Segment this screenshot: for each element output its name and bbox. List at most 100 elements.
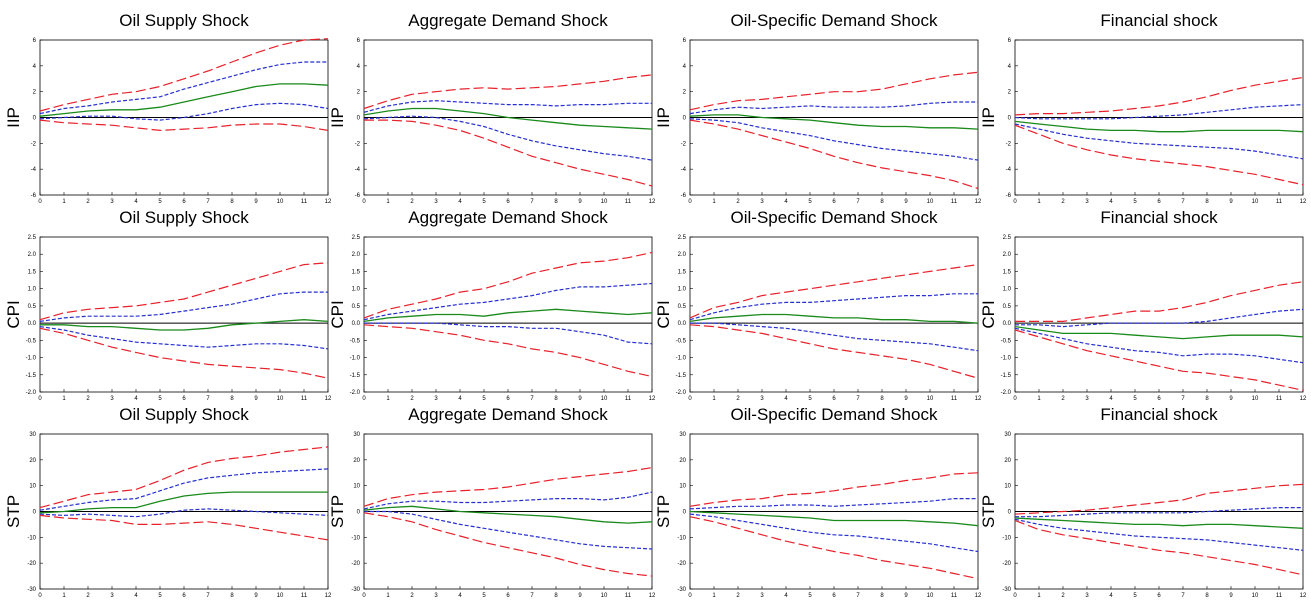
- y-tick-label: 2.5: [28, 235, 37, 241]
- y-tick-label: 2.0: [678, 252, 687, 258]
- y-tick-label: 2.5: [678, 235, 687, 241]
- y-tick-label: 0.5: [1003, 304, 1012, 310]
- x-tick-label: 7: [856, 593, 860, 599]
- y-tick-label: 1.0: [352, 287, 361, 293]
- x-tick-label: 2: [410, 593, 414, 599]
- y-tick-label: 20: [679, 458, 686, 464]
- x-tick-label: 9: [254, 199, 258, 205]
- x-tick-label: 8: [1205, 199, 1209, 205]
- x-tick-label: 3: [760, 199, 764, 205]
- x-tick-label: 0: [38, 593, 42, 599]
- lower-inner-band: [1014, 327, 1304, 364]
- y-tick-label: -4: [355, 167, 361, 173]
- x-tick-label: 7: [206, 593, 210, 599]
- x-tick-label: 12: [649, 593, 656, 599]
- x-tick-label: 1: [386, 199, 390, 205]
- x-tick-label: 3: [760, 593, 764, 599]
- y-tick-label: -30: [1002, 587, 1011, 593]
- y-tick-label: 0.0: [352, 321, 361, 327]
- lower-outer-band: [363, 512, 653, 577]
- x-tick-label: 2: [410, 199, 414, 205]
- y-axis-label: CPI: [654, 300, 673, 328]
- lower-outer-band: [1014, 124, 1304, 186]
- lower-outer-band: [39, 119, 329, 132]
- y-tick-label: 2.0: [352, 252, 361, 258]
- y-axis-label: CPI: [979, 300, 998, 328]
- panel-title: Aggregate Demand Shock: [408, 11, 608, 30]
- x-tick-label: 4: [458, 396, 462, 402]
- x-tick-label: 4: [784, 593, 788, 599]
- x-tick-label: 3: [1085, 396, 1089, 402]
- x-tick-label: 9: [904, 593, 908, 599]
- y-tick-label: -1.0: [676, 356, 687, 362]
- lower-outer-band: [689, 516, 979, 580]
- x-tick-label: 4: [784, 199, 788, 205]
- x-tick-label: 10: [601, 593, 608, 599]
- y-tick-label: -20: [27, 561, 36, 567]
- y-tick-label: -2: [31, 141, 37, 147]
- x-tick-label: 6: [182, 593, 186, 599]
- y-tick-label: -0.5: [676, 338, 687, 344]
- panel-title: Financial shock: [1100, 208, 1218, 227]
- x-tick-label: 0: [688, 593, 692, 599]
- lower-inner-band: [364, 510, 653, 550]
- x-tick-label: 6: [832, 396, 836, 402]
- x-tick-label: 0: [1013, 593, 1017, 599]
- y-tick-label: -30: [351, 587, 360, 593]
- y-tick-label: 2: [683, 90, 687, 96]
- y-tick-label: 4: [33, 64, 37, 70]
- upper-outer-band: [363, 74, 653, 110]
- upper-inner-band: [39, 61, 328, 115]
- x-tick-label: 1: [712, 199, 716, 205]
- x-tick-label: 2: [1061, 199, 1065, 205]
- y-tick-label: 1.5: [678, 269, 687, 275]
- y-tick-label: -6: [355, 193, 361, 199]
- x-tick-label: 2: [410, 396, 414, 402]
- x-tick-label: 8: [554, 396, 558, 402]
- x-tick-label: 4: [1109, 593, 1113, 599]
- y-tick-label: 10: [679, 484, 686, 490]
- x-tick-label: 10: [927, 396, 934, 402]
- median-response: [1014, 120, 1304, 133]
- x-tick-label: 0: [362, 593, 366, 599]
- x-tick-label: 3: [110, 593, 114, 599]
- x-tick-label: 1: [386, 593, 390, 599]
- panel-title: Aggregate Demand Shock: [408, 208, 608, 227]
- median-response: [40, 319, 329, 331]
- median-response: [363, 308, 653, 323]
- panel-title: Aggregate Demand Shock: [408, 405, 608, 424]
- y-axis-label: IIP: [654, 107, 673, 128]
- upper-inner-band: [689, 498, 978, 510]
- y-tick-label: -2.0: [26, 390, 37, 396]
- x-tick-label: 11: [1276, 199, 1283, 205]
- y-tick-label: 6: [357, 38, 361, 44]
- x-tick-label: 8: [1205, 396, 1209, 402]
- upper-inner-band: [39, 291, 328, 322]
- y-tick-label: -10: [27, 535, 36, 541]
- y-tick-label: -10: [351, 535, 360, 541]
- x-tick-label: 1: [1037, 593, 1041, 599]
- x-tick-label: 8: [1205, 593, 1209, 599]
- y-tick-label: -10: [1002, 535, 1011, 541]
- y-tick-label: -20: [1002, 561, 1011, 567]
- x-tick-label: 2: [736, 396, 740, 402]
- y-tick-label: -0.5: [26, 338, 37, 344]
- lower-inner-band: [689, 513, 979, 553]
- upper-outer-band: [39, 262, 329, 321]
- panel-title: Oil Supply Shock: [119, 405, 249, 424]
- x-tick-label: 7: [206, 199, 210, 205]
- y-tick-label: 0: [357, 116, 361, 122]
- median-response: [39, 83, 329, 117]
- x-tick-label: 5: [1133, 396, 1137, 402]
- y-axis-label: STP: [654, 495, 673, 528]
- lower-outer-band: [689, 324, 979, 379]
- x-tick-label: 10: [601, 396, 608, 402]
- x-tick-label: 6: [832, 593, 836, 599]
- x-tick-label: 10: [277, 199, 284, 205]
- x-tick-label: 12: [1300, 593, 1307, 599]
- x-tick-label: 8: [880, 593, 884, 599]
- y-tick-label: 0.5: [28, 304, 37, 310]
- median-response: [689, 313, 979, 324]
